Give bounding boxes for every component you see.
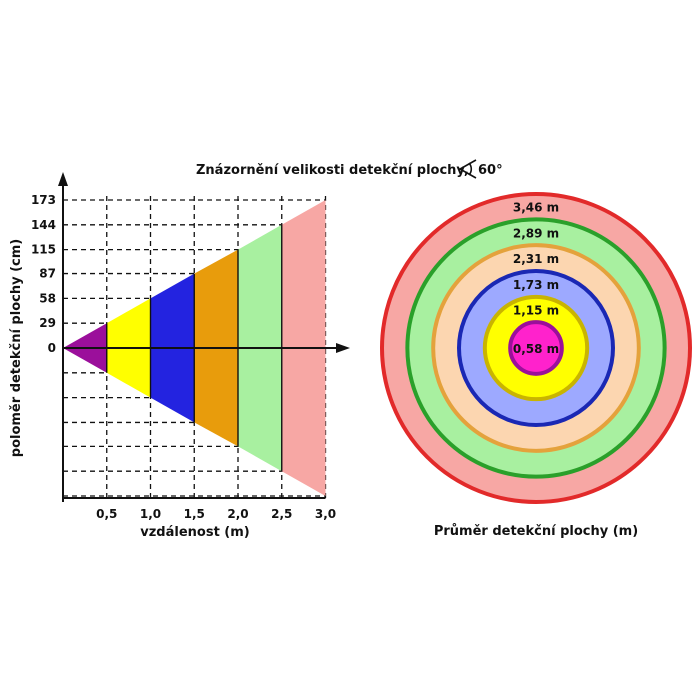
y-tick-labels: 0 29 58 87 115 144 173	[31, 193, 56, 355]
ring-label: 2,31 m	[513, 252, 559, 266]
angle-label: 60°	[478, 163, 503, 178]
x-tick-label: 2,0	[227, 507, 248, 521]
x-tick-label: 2,5	[271, 507, 292, 521]
ring-label: 0,58 m	[513, 342, 559, 356]
y-tick-label: 0	[48, 341, 56, 355]
ring-label: 1,15 m	[513, 304, 559, 318]
x-tick-label: 3,0	[315, 507, 336, 521]
y-tick-label: 87	[39, 267, 56, 281]
detection-rings	[380, 192, 692, 504]
y-axis-label: poloměr detekční plochy (cm)	[9, 239, 24, 457]
y-tick-label: 144	[31, 218, 56, 232]
diameter-axis-label: Průměr detekční plochy (m)	[434, 524, 638, 539]
side-view-chart: 0 29 58 87 115 144 173 0,5 1,0 1,5 2,0 2,5 3,0 vzdá…	[9, 172, 350, 540]
y-axis-arrow	[58, 172, 68, 186]
y-tick-label: 29	[39, 316, 56, 330]
y-tick-label: 115	[31, 243, 56, 257]
ring-label: 1,73 m	[513, 278, 559, 292]
chart-title: Znázornění velikosti detekční plochy,	[196, 163, 469, 178]
x-axis-label: vzdálenost (m)	[140, 525, 249, 540]
ring-0-58-m	[508, 320, 564, 376]
x-axis-arrow	[336, 343, 350, 353]
ring-label: 2,89 m	[513, 226, 559, 240]
x-tick-label: 1,5	[184, 507, 205, 521]
y-tick-label: 173	[31, 193, 56, 207]
ring-labels: 3,46 m 2,89 m 2,31 m 1,73 m 1,15 m 0,58 m	[513, 201, 559, 356]
x-tick-label: 1,0	[140, 507, 161, 521]
x-tick-labels: 0,5 1,0 1,5 2,0 2,5 3,0	[96, 507, 336, 521]
angle-icon	[458, 159, 477, 179]
y-tick-label: 58	[39, 291, 56, 305]
x-tick-label: 0,5	[96, 507, 117, 521]
axes	[58, 172, 350, 502]
ring-label: 3,46 m	[513, 201, 559, 215]
top-view-chart: 3,46 m 2,89 m 2,31 m 1,73 m 1,15 m 0,58 m Prů…	[380, 192, 692, 539]
